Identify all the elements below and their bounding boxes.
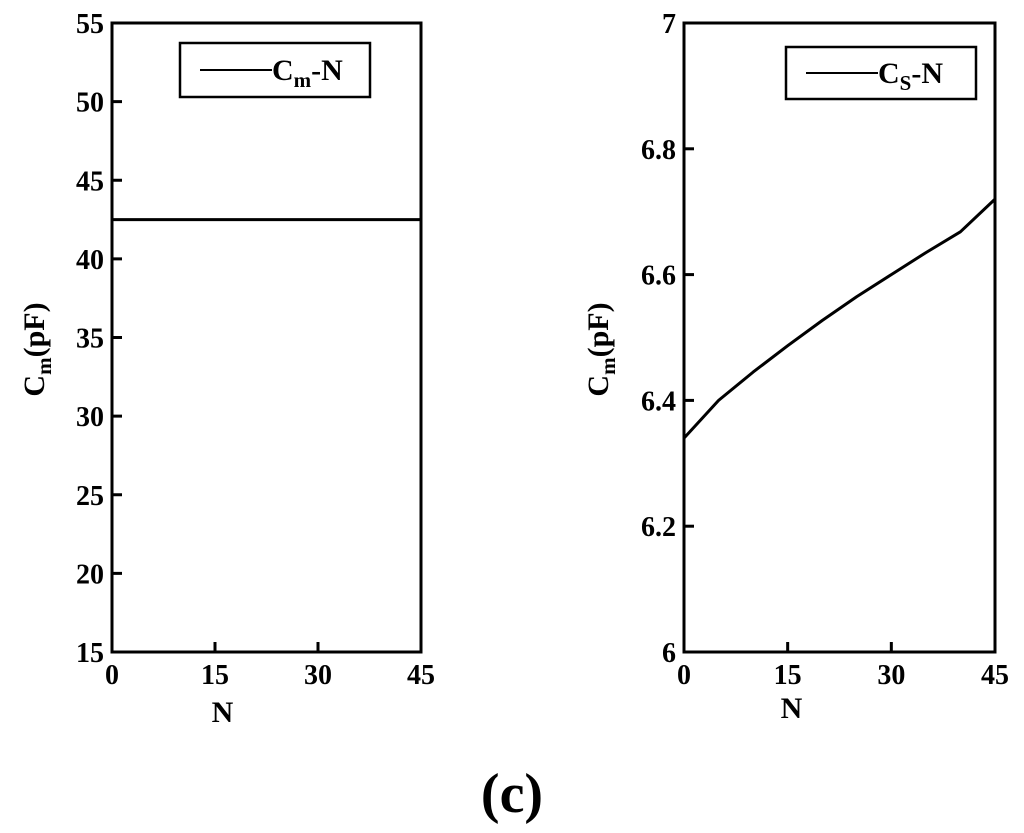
series-line xyxy=(682,198,997,440)
x-tick-label: 30 xyxy=(304,660,332,691)
legend-label-rest: -N xyxy=(311,54,343,87)
y-tick-label: 15 xyxy=(76,638,104,669)
plot-frame xyxy=(110,21,423,654)
y-tick-label: 55 xyxy=(76,9,104,40)
y-tick-label: 6.8 xyxy=(641,135,676,166)
x-axis-label: N xyxy=(781,692,803,725)
y-tick-label: 6 xyxy=(662,638,676,669)
y-tick-label: 6.4 xyxy=(641,386,676,417)
y-tick-label: 25 xyxy=(76,481,104,512)
y-tick-label: 20 xyxy=(76,559,104,590)
plot-frame xyxy=(682,21,997,654)
legend: CS-N xyxy=(784,45,978,101)
legend: Cm-N xyxy=(178,41,372,99)
x-tick-label: 30 xyxy=(877,660,905,691)
y-tick-label: 50 xyxy=(76,88,104,119)
y-tick-label: 40 xyxy=(76,245,104,276)
x-axis-label: N xyxy=(212,696,234,729)
y-tick-label: 30 xyxy=(76,402,104,433)
x-tick-label: 0 xyxy=(677,660,691,691)
legend-label: CS-N xyxy=(878,57,943,95)
x-tick-label: 15 xyxy=(774,660,802,691)
legend-label-main: C xyxy=(878,57,900,90)
y-axis-label-rest: (pF) xyxy=(18,302,51,357)
y-axis-label-main: C xyxy=(18,375,51,397)
figure-label: (c) xyxy=(481,763,543,825)
y-axis-label-main: C xyxy=(582,375,615,397)
y-tick-label: 35 xyxy=(76,324,104,355)
y-tick-label: 6.6 xyxy=(641,261,676,292)
legend-label-rest: -N xyxy=(911,57,943,90)
legend-label-main: C xyxy=(272,54,294,87)
legend-label-sub: S xyxy=(900,71,912,95)
x-tick-label: 0 xyxy=(105,660,119,691)
y-axis-label-sub: m xyxy=(32,357,56,375)
x-tick-label: 15 xyxy=(201,660,229,691)
y-axis-label: Cm(pF) xyxy=(582,302,620,396)
x-tick-label: 45 xyxy=(407,660,435,691)
legend-label-sub: m xyxy=(294,68,312,92)
y-axis-label-rest: (pF) xyxy=(582,302,615,357)
y-axis-label: Cm(pF) xyxy=(18,302,56,396)
y-tick-label: 7 xyxy=(662,9,676,40)
x-tick-label: 45 xyxy=(981,660,1009,691)
y-axis-label-sub: m xyxy=(596,357,620,375)
legend-label: Cm-N xyxy=(272,54,343,92)
y-tick-label: 45 xyxy=(76,166,104,197)
y-tick-label: 6.2 xyxy=(641,512,676,543)
